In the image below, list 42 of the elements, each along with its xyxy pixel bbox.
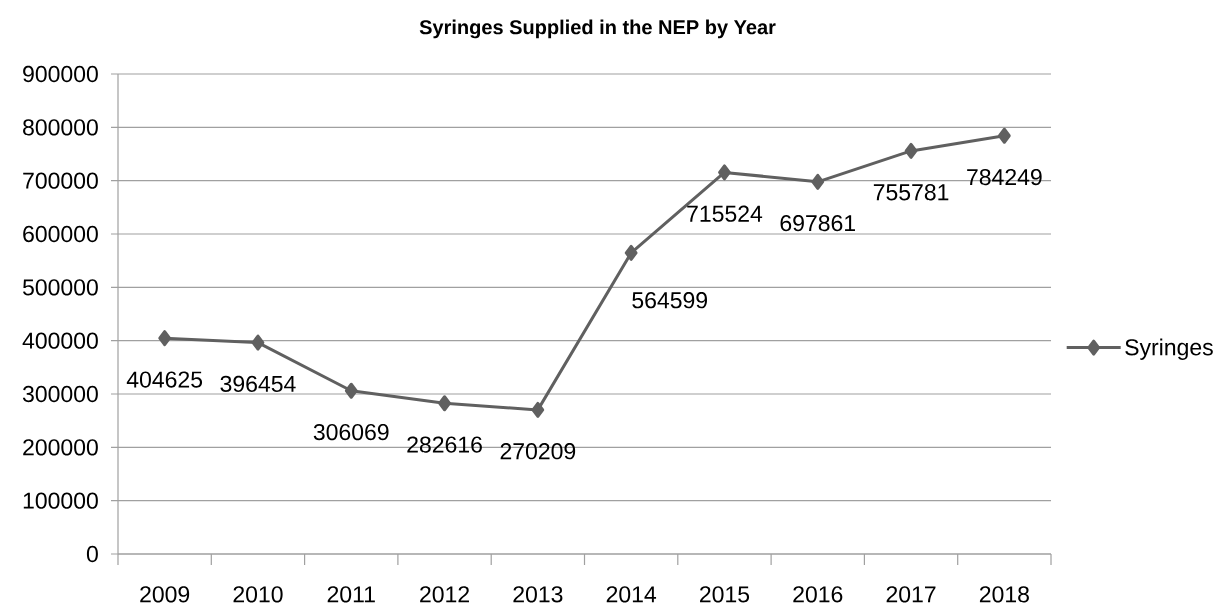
y-tick-label: 900000	[23, 65, 98, 83]
x-tick-label: 2018	[979, 586, 1029, 603]
y-tick-label: 200000	[23, 439, 98, 456]
y-tick-label: 100000	[23, 492, 98, 509]
x-tick-label: 2013	[513, 586, 563, 603]
point	[531, 401, 545, 418]
x-tick-label: 2015	[700, 586, 750, 603]
y-tick-label: 600000	[23, 225, 98, 243]
data-label: 755781	[873, 184, 949, 201]
x-tick-label: 2012	[420, 586, 469, 603]
y-tick-label: 400000	[22, 332, 98, 349]
data-label: 282616	[407, 436, 482, 453]
point	[344, 382, 358, 399]
point	[251, 334, 265, 351]
y-tick-label: 0	[86, 545, 98, 563]
y-tick-label: 500000	[22, 279, 98, 296]
data-label: 270209	[500, 443, 576, 460]
y-tick-label: 700000	[23, 172, 98, 189]
x-tick-label: 2017	[886, 586, 936, 603]
y-tick-label: 800000	[23, 119, 98, 136]
data-label: 306069	[313, 423, 389, 441]
point	[997, 127, 1011, 144]
x-tick-label: 2010	[233, 586, 283, 603]
point	[811, 173, 825, 190]
data-label: 404625	[126, 371, 203, 388]
data-label: 564599	[632, 292, 707, 309]
point	[158, 330, 172, 347]
chart-title: Syringes Supplied in the NEP by Year	[419, 19, 776, 39]
data-label: 784249	[967, 168, 1042, 186]
data-label: 715524	[687, 205, 763, 222]
point	[904, 142, 918, 159]
data-label: 396454	[220, 375, 296, 393]
point	[438, 395, 451, 412]
y-tick-label: 300000	[22, 385, 98, 403]
x-tick-label: 2014	[606, 586, 657, 603]
data-label: 697861	[780, 215, 855, 232]
point	[718, 164, 731, 181]
legend-label: Syringes	[1125, 338, 1213, 360]
x-tick-label: 2009	[140, 586, 190, 603]
point	[624, 244, 638, 261]
x-tick-label: 2016	[793, 586, 843, 603]
x-tick-label: 2011	[327, 586, 375, 603]
